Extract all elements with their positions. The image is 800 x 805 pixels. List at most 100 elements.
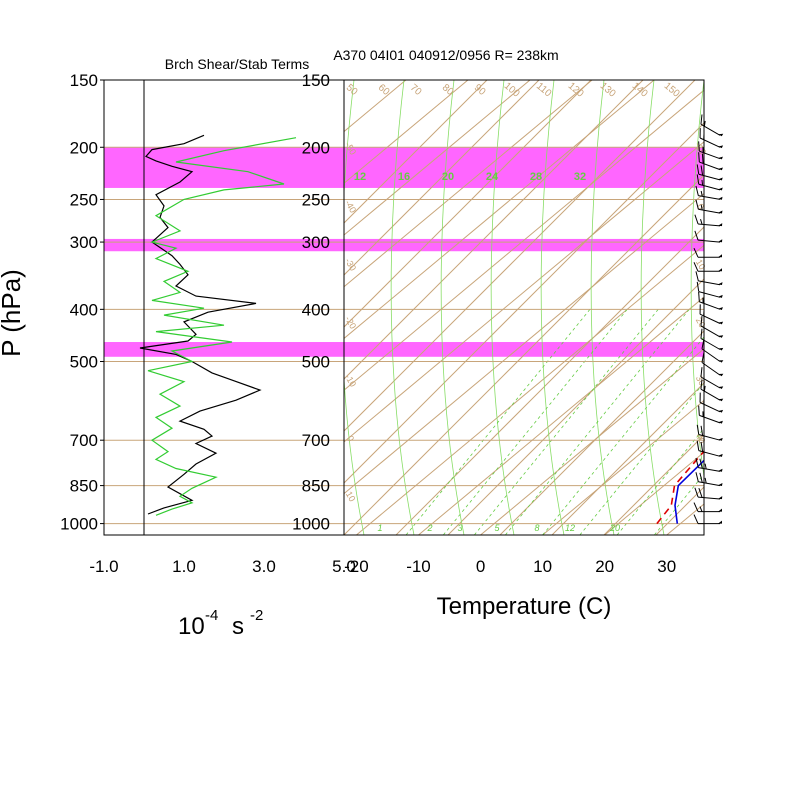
adiabat-line (655, 486, 704, 535)
left-y-tick-label: 250 (70, 190, 98, 209)
wind-barb (695, 271, 723, 286)
moist-adiabat-curve (344, 80, 365, 535)
barb-flag (699, 458, 703, 469)
barb-tip (718, 386, 724, 389)
barb-staff (698, 481, 721, 487)
barb-tip (718, 223, 723, 227)
left-edge-temp-label: -40 (343, 198, 358, 214)
barb-staff (698, 280, 721, 286)
left-x-axis-label: 10 -4 s -2 (178, 607, 263, 640)
barb-half-flag (700, 204, 703, 211)
left-y-tick-label: 700 (70, 431, 98, 450)
barb-half-flag (700, 190, 703, 197)
mixing-ratio-line (654, 473, 704, 535)
barb-half-flag (702, 411, 704, 417)
moist-adiabat-curve (390, 80, 415, 535)
wind-barb (694, 214, 723, 227)
barb-tip (718, 508, 722, 512)
adiabat-line (551, 382, 704, 535)
left-chart-title: Brch Shear/Stab Terms (165, 56, 309, 72)
wind-barb (695, 457, 723, 472)
shear-term-line (139, 134, 262, 515)
barb-flag (696, 440, 700, 451)
isotherm-line (344, 80, 655, 340)
right-y-tick-label: 250 (302, 190, 330, 209)
theta-label: 70 (408, 82, 424, 98)
isotherm-line (791, 80, 800, 535)
barb-flag (695, 199, 699, 210)
left-edge-temp-label: 10 (344, 490, 358, 504)
barb-half-flag (699, 506, 703, 512)
barb-half-flag (702, 297, 704, 304)
barb-tip (718, 360, 724, 363)
barb-flag (701, 153, 704, 164)
mixing-ratio-line (443, 309, 628, 535)
barb-tip (718, 398, 724, 402)
barb-tip (718, 321, 724, 325)
bottom-mixing-label: 1 (377, 523, 382, 533)
left-y-tick-label: 150 (70, 71, 98, 90)
theta-label: 50 (344, 82, 360, 98)
wind-barb (696, 424, 723, 441)
barb-flag (700, 328, 703, 339)
barb-tip (718, 307, 723, 310)
wind-barbs (693, 114, 724, 525)
left-y-tick-label: 400 (70, 300, 98, 319)
adiabat-line (603, 434, 704, 535)
barb-tip (718, 520, 722, 524)
wind-barb (694, 487, 723, 500)
barb-tip (718, 177, 723, 181)
theta-label: 150 (662, 81, 682, 100)
right-x-tick-label: 10 (533, 557, 552, 576)
isotherm-line (729, 80, 800, 535)
wind-barb (693, 247, 722, 258)
barb-tip (718, 294, 723, 298)
isotherm-line (604, 451, 704, 535)
y-axis-label: P (hPa) (0, 269, 26, 357)
right-x-tick-label: -20 (344, 557, 369, 576)
barb-half-flag (702, 147, 704, 153)
barb-half-flag (703, 120, 706, 127)
barb-tip (718, 420, 723, 424)
moist-adiabat-curve (490, 80, 515, 535)
moist-adiabat-curve (741, 80, 764, 535)
barb-staff (699, 301, 721, 310)
left-x-tick-label: 1.0 (172, 557, 196, 576)
isotherm-line (480, 348, 704, 535)
temperature-profile (674, 459, 704, 524)
moist-adiabat-curve (540, 80, 565, 535)
mixing-ratio-label: 32 (574, 171, 586, 183)
barb-flag (699, 392, 701, 403)
wind-barb (699, 392, 724, 413)
barb-flag (700, 425, 704, 436)
barb-flag (694, 487, 699, 498)
mixing-ratio-line (579, 382, 704, 535)
isotherm-line (356, 244, 704, 535)
barb-staff (701, 348, 721, 362)
right-x-axis-label: Temperature (C) (437, 593, 612, 620)
barb-flag (698, 141, 700, 152)
right-y-tick-label: 150 (302, 71, 330, 90)
left-edge-temp-label: -10 (343, 372, 358, 388)
wind-barb (698, 291, 723, 310)
barb-staff (699, 414, 721, 424)
isotherm-line (344, 192, 704, 495)
moist-adiabat-curve (640, 80, 665, 535)
mixing-ratio-label: 24 (486, 171, 499, 183)
barb-half-flag (703, 385, 706, 392)
wind-barb (696, 174, 723, 191)
skewt-background-grid (344, 80, 800, 535)
barb-tip (718, 167, 723, 171)
moist-adiabat-curve (590, 80, 615, 535)
mixing-ratio-line (542, 336, 704, 535)
dewpoint-profile (656, 450, 704, 525)
barb-staff (698, 496, 721, 500)
barb-staff (698, 223, 721, 227)
wind-barb (696, 164, 723, 181)
mixing-ratio-line (505, 309, 690, 535)
wind-barb (700, 379, 724, 402)
left-edge-temp-label: 0 (345, 434, 356, 443)
barb-flag (699, 304, 701, 315)
barb-flag (698, 152, 700, 163)
adiabat-line (499, 330, 704, 535)
